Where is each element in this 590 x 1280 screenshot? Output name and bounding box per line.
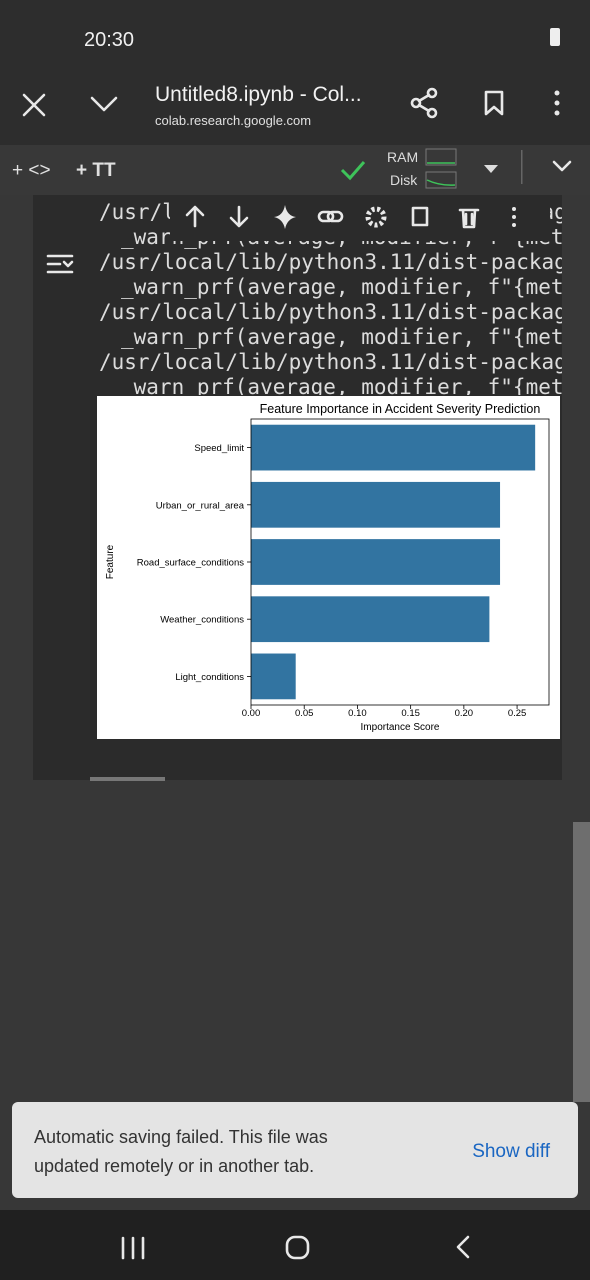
meter-lines (426, 162, 456, 186)
recents-button[interactable] (121, 1236, 145, 1260)
add-text-button[interactable]: + TT (76, 160, 116, 181)
gemini-button[interactable] (274, 205, 296, 229)
ram-label: RAM (387, 149, 418, 165)
x-axis-label: Importance Score (361, 722, 440, 733)
runtime-dropdown[interactable] (484, 165, 498, 173)
disk-label: Disk (390, 172, 418, 188)
bookmark-button[interactable] (484, 90, 504, 116)
ram-meter (425, 148, 457, 166)
y-tick-label: Weather_conditions (160, 615, 244, 626)
move-up[interactable] (185, 205, 205, 228)
page-title: Untitled8.ipynb - Col... (155, 83, 362, 106)
battery (550, 28, 560, 46)
move-down[interactable] (229, 205, 249, 228)
connected-check (340, 161, 366, 181)
expand-button[interactable] (90, 96, 118, 112)
page-url: colab.research.google.com (155, 113, 311, 128)
delete-button[interactable] (458, 208, 480, 229)
link-button[interactable] (317, 210, 344, 223)
clock: 20:30 (84, 29, 134, 51)
y-tick-label: Urban_or_rural_area (156, 500, 245, 511)
back-button[interactable] (456, 1235, 470, 1259)
output-line: /usr/local/lib/python3.11/dist-packages (99, 350, 590, 374)
home-button[interactable] (285, 1235, 310, 1260)
horizontal-scrollbar[interactable] (90, 777, 165, 781)
settings-button[interactable] (365, 206, 387, 228)
bar (251, 653, 296, 700)
vertical-scrollbar[interactable] (573, 822, 590, 1102)
x-tick-label: 0.00 (242, 708, 261, 719)
output-line: _warn_prf(average, modifier, f"{metric (121, 275, 590, 299)
output-line: _warn_prf(average, modifier, f"{metric (121, 375, 590, 399)
x-tick-label: 0.25 (508, 708, 527, 719)
app-bar (0, 0, 590, 145)
share-button[interactable] (410, 87, 438, 119)
output-line: /usr/local/lib/python3.11/dist-packages (99, 300, 590, 324)
y-axis-label: Feature (105, 544, 116, 579)
chart-title: Feature Importance in Accident Severity … (260, 402, 541, 416)
bar (251, 596, 490, 643)
menu-button[interactable] (554, 90, 560, 116)
cell-toolbar (170, 197, 550, 241)
y-tick-label: Light_conditions (175, 672, 244, 683)
toast-message: Automatic saving failed. This file was (34, 1127, 328, 1147)
x-tick-label: 0.20 (455, 708, 474, 719)
y-tick-label: Road_surface_conditions (137, 558, 244, 569)
bar (251, 481, 501, 528)
collapse-button[interactable] (552, 160, 572, 172)
y-tick-label: Speed_limit (194, 443, 244, 454)
x-tick-label: 0.15 (401, 708, 420, 719)
output-line: _warn_prf(average, modifier, f"{metric (121, 325, 590, 349)
add-code-button[interactable]: + <> (12, 160, 51, 181)
mirror-button[interactable] (411, 206, 429, 227)
bar (251, 539, 501, 585)
output-icon[interactable] (46, 254, 74, 274)
chart: Feature Importance in Accident Severity … (105, 402, 550, 733)
divider (521, 150, 523, 184)
disk-meter (425, 171, 457, 189)
toast-message: updated remotely or in another tab. (34, 1156, 314, 1176)
x-tick-label: 0.05 (295, 708, 314, 719)
x-tick-label: 0.10 (348, 708, 367, 719)
output-line: /usr/local/lib/python3.11/dist-packages (99, 250, 590, 274)
bar (251, 424, 536, 471)
nav-bar (0, 1210, 590, 1280)
plot-frame (250, 418, 550, 706)
close-button[interactable] (22, 93, 46, 117)
toast (12, 1102, 578, 1198)
cell-menu[interactable] (512, 207, 516, 227)
show-diff-button[interactable]: Show diff (472, 1141, 551, 1162)
